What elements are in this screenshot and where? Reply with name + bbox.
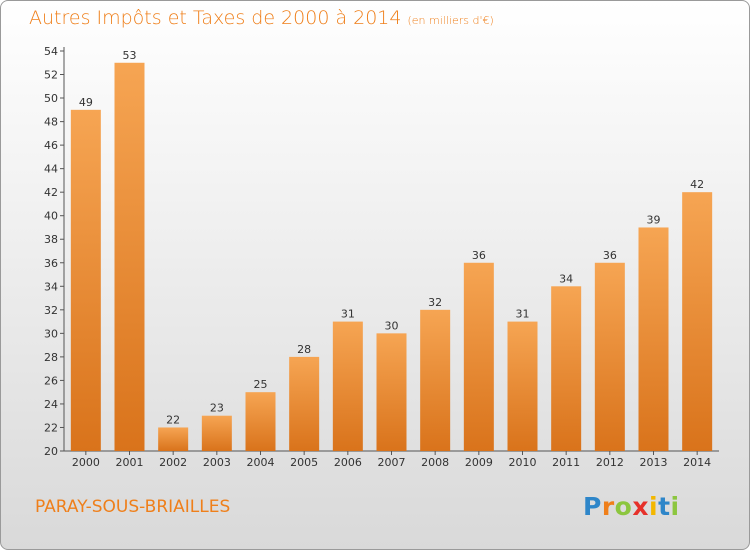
- x-tick-label: 2007: [378, 456, 406, 469]
- y-tick-label: 20: [44, 445, 58, 458]
- y-tick-label: 54: [44, 45, 58, 58]
- x-tick-label: 2004: [247, 456, 275, 469]
- y-tick-label: 24: [44, 398, 58, 411]
- y-tick-label: 40: [44, 210, 58, 223]
- bar-2014: [682, 192, 713, 452]
- y-tick-label: 38: [44, 233, 58, 246]
- bar-2003: [201, 415, 232, 451]
- logo-letter: r: [601, 492, 615, 521]
- bar-2005: [289, 356, 320, 451]
- y-tick-label: 52: [44, 69, 58, 82]
- x-tick-label: 2000: [72, 456, 100, 469]
- value-label: 34: [559, 272, 573, 285]
- chart-title-text: Autres Impôts et Taxes de 2000 à 2014: [29, 7, 402, 29]
- value-label: 39: [647, 213, 661, 226]
- value-label: 53: [123, 49, 137, 62]
- x-tick-label: 2006: [334, 456, 362, 469]
- y-tick-label: 42: [44, 186, 58, 199]
- chart-labels: 49 53 22 23 25 28 31 30 32 36 31 34 36 39 42: [79, 49, 704, 427]
- value-label: 49: [79, 96, 93, 109]
- x-tick-label: 2013: [640, 456, 668, 469]
- logo-letter: i: [649, 492, 659, 521]
- chart-unit: (en milliers d'€): [407, 14, 494, 27]
- y-tick-label: 44: [44, 163, 58, 176]
- x-tick-label: 2010: [509, 456, 537, 469]
- y-tick-label: 22: [44, 421, 58, 434]
- value-label: 23: [210, 402, 224, 415]
- bar-2006: [332, 321, 363, 451]
- bar-2013: [638, 227, 669, 451]
- y-tick-label: 26: [44, 374, 58, 387]
- x-tick-label: 2011: [552, 456, 580, 469]
- bar-2001: [114, 62, 145, 451]
- y-tick-label: 48: [44, 116, 58, 129]
- bar-2010: [507, 321, 538, 451]
- x-tick-label: 2014: [683, 456, 711, 469]
- x-tick-label: 2008: [421, 456, 449, 469]
- value-label: 42: [690, 178, 704, 191]
- y-tick-label: 34: [44, 280, 58, 293]
- y-tick-label: 50: [44, 92, 58, 105]
- value-label: 28: [297, 343, 311, 356]
- bar-2012: [594, 262, 625, 451]
- x-tick-label: 2012: [596, 456, 624, 469]
- bar-2011: [551, 286, 582, 451]
- logo-letter: o: [614, 492, 633, 521]
- value-label: 25: [254, 378, 268, 391]
- proxiti-logo: Proxiti: [583, 492, 680, 521]
- x-tick-label: 2001: [116, 456, 144, 469]
- y-tick-label: 36: [44, 257, 58, 270]
- logo-letter: t: [658, 492, 671, 521]
- logo-letter: P: [583, 492, 602, 521]
- bar-2002: [158, 427, 189, 451]
- value-label: 31: [341, 308, 355, 321]
- bar-2008: [420, 309, 451, 451]
- chart-bars: [70, 62, 713, 452]
- bar-2007: [376, 333, 407, 451]
- value-label: 22: [166, 413, 180, 426]
- value-label: 36: [472, 249, 486, 262]
- value-label: 31: [516, 308, 530, 321]
- chart-title: Autres Impôts et Taxes de 2000 à 2014 (en…: [29, 7, 494, 29]
- bar-2000: [70, 109, 101, 451]
- logo-letter: i: [670, 492, 680, 521]
- commune-name: PARAY-SOUS-BRIAILLES: [35, 497, 231, 517]
- x-tick-label: 2002: [159, 456, 187, 469]
- x-tick-label: 2009: [465, 456, 493, 469]
- x-tick-label: 2003: [203, 456, 231, 469]
- bar-2009: [463, 262, 494, 451]
- bar-2004: [245, 392, 276, 451]
- value-label: 30: [385, 319, 399, 332]
- logo-letter: x: [632, 492, 649, 521]
- x-tick-label: 2005: [290, 456, 318, 469]
- value-label: 36: [603, 249, 617, 262]
- y-tick-label: 32: [44, 304, 58, 317]
- y-tick-label: 30: [44, 327, 58, 340]
- y-tick-label: 46: [44, 139, 58, 152]
- value-label: 32: [428, 296, 442, 309]
- y-tick-label: 28: [44, 351, 58, 364]
